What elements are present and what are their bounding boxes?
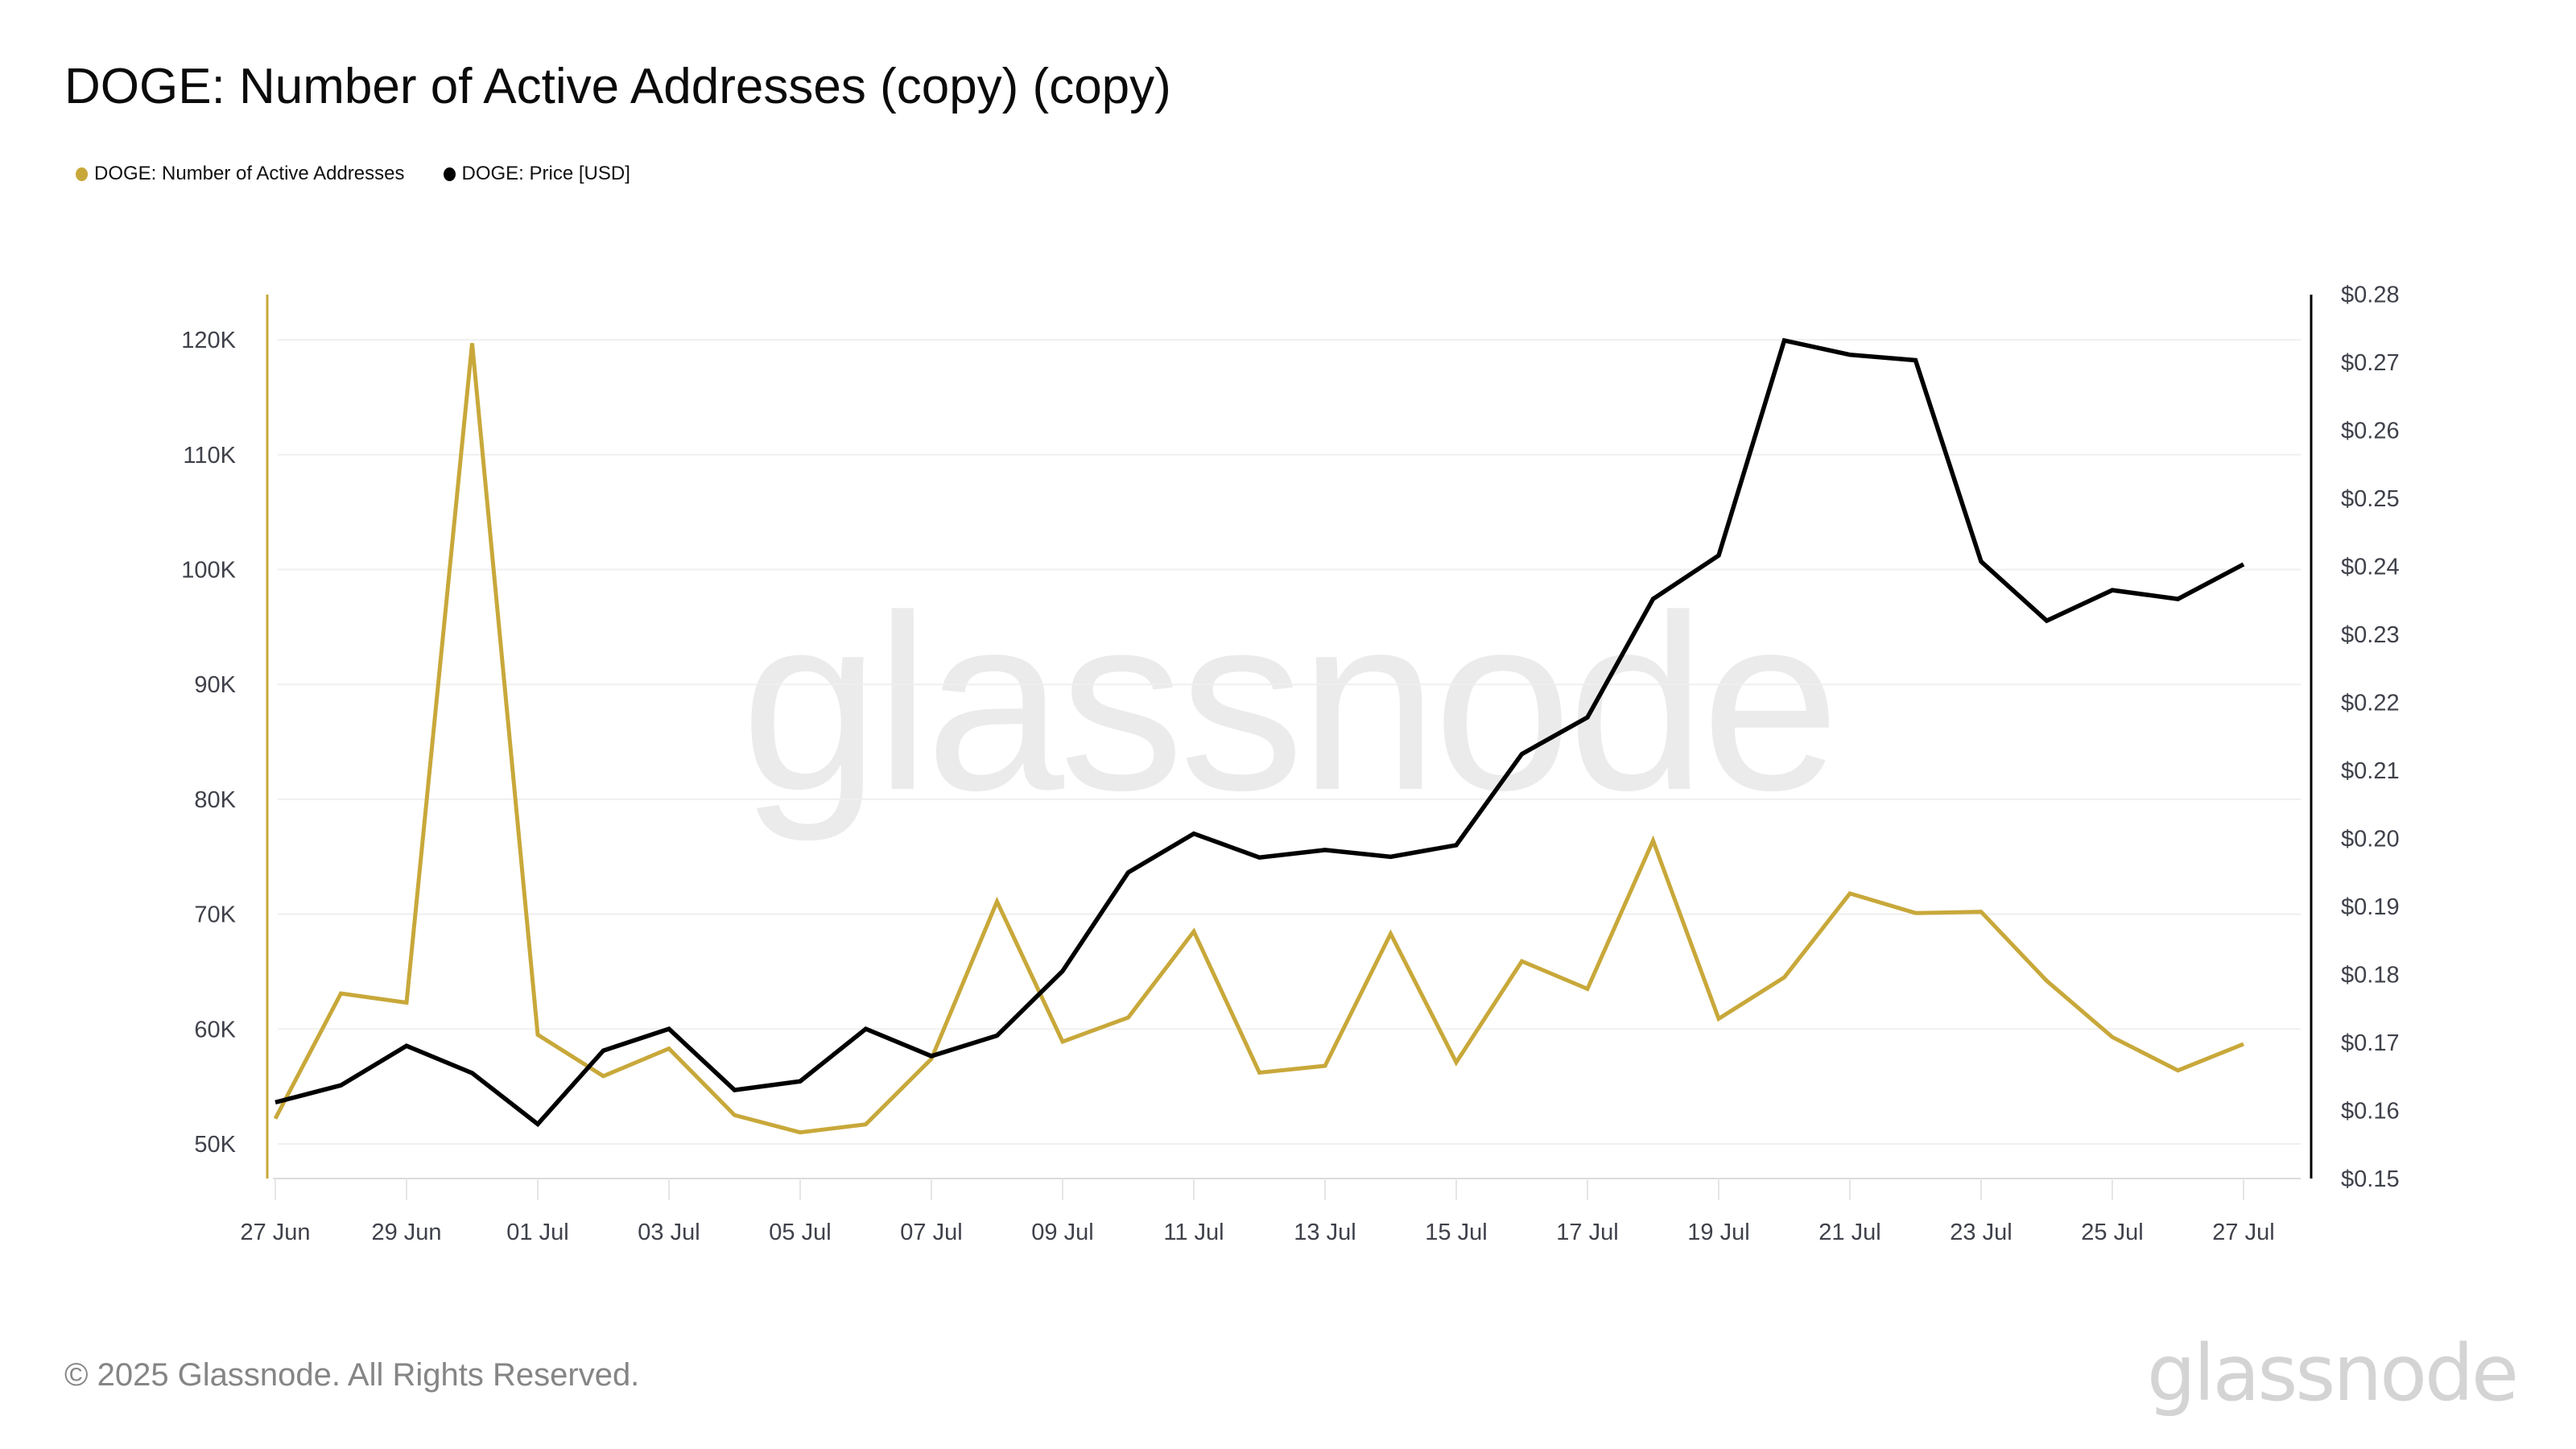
y-right-tick-label: $0.17: [2341, 1030, 2400, 1056]
y-left-tick-label: 50K: [194, 1132, 236, 1158]
glassnode-logo[interactable]: glassnode: [2146, 1328, 2519, 1418]
x-tick-label: 25 Jul: [2081, 1220, 2143, 1245]
copyright-text: © 2025 Glassnode. All Rights Reserved.: [64, 1357, 640, 1393]
y-right-tick-label: $0.20: [2341, 827, 2400, 852]
y-left-tick-label: 90K: [194, 672, 236, 698]
x-tick-label: 17 Jul: [1556, 1220, 1618, 1245]
legend-item-active-addresses[interactable]: DOGE: Number of Active Addresses: [76, 163, 405, 185]
price-line[interactable]: [275, 337, 2245, 1128]
y-right-tick-label: $0.23: [2341, 622, 2400, 648]
x-tick-label: 09 Jul: [1031, 1220, 1093, 1245]
x-tick-label: 13 Jul: [1294, 1220, 1356, 1245]
x-tick-label: 21 Jul: [1818, 1220, 1880, 1245]
y-right-tick-label: $0.21: [2341, 758, 2400, 784]
x-tick-label: 27 Jun: [240, 1220, 310, 1245]
x-tick-label: 27 Jul: [2212, 1220, 2274, 1245]
y-right-tick-label: $0.24: [2341, 555, 2400, 580]
watermark-text: glassnode: [741, 563, 1835, 844]
y-left-tick-label: 60K: [194, 1017, 236, 1042]
y-right-tick-label: $0.25: [2341, 486, 2400, 512]
x-tick-label: 01 Jul: [506, 1220, 568, 1245]
legend-item-price[interactable]: DOGE: Price [USD]: [443, 163, 630, 185]
y-right-tick-label: $0.28: [2341, 283, 2400, 308]
y-left-tick-label: 80K: [194, 787, 236, 813]
legend-label: DOGE: Price [USD]: [461, 163, 630, 184]
y-right-tick-label: $0.15: [2341, 1166, 2400, 1192]
y-left-tick-label: 110K: [183, 443, 236, 469]
chart-title: DOGE: Number of Active Addresses (copy) …: [64, 59, 1171, 114]
y-right-tick-label: $0.19: [2341, 894, 2400, 920]
legend-dot-icon: [76, 167, 88, 181]
x-tick-label: 11 Jul: [1163, 1220, 1224, 1245]
legend-label: DOGE: Number of Active Addresses: [94, 163, 405, 184]
glassnode-watermark: glassnode: [741, 563, 1839, 844]
active-addresses-line[interactable]: [273, 343, 2244, 1135]
y-right-tick-label: $0.16: [2341, 1099, 2400, 1125]
x-tick-label: 15 Jul: [1425, 1220, 1487, 1245]
y-right-tick-label: $0.27: [2341, 350, 2400, 376]
series-lines: [273, 337, 2245, 1135]
y-right-tick-label: $0.26: [2341, 419, 2400, 444]
y-left-tick-label: 120K: [181, 328, 236, 353]
y-right-tick-label: $0.22: [2341, 691, 2400, 716]
x-tick-label: 07 Jul: [900, 1220, 962, 1245]
x-tick-label: 05 Jul: [769, 1220, 831, 1245]
axes: 50K 60K 70K 80K 90K 100K 110K 120K $0.15 $0.16 $0.…: [181, 283, 2399, 1246]
gridlines: [278, 339, 2301, 1145]
y-right-tick-label: $0.18: [2341, 963, 2400, 989]
y-left-tick-label: 70K: [194, 902, 236, 928]
x-tick-label: 29 Jun: [371, 1220, 441, 1245]
x-tick-label: 19 Jul: [1687, 1220, 1749, 1245]
legend-dot-icon: [443, 167, 456, 181]
x-tick-label: 23 Jul: [1950, 1220, 2012, 1245]
y-left-tick-label: 100K: [181, 558, 236, 584]
chart-legend: DOGE: Number of Active Addresses DOGE: P…: [76, 163, 630, 185]
x-tick-label: 03 Jul: [638, 1220, 700, 1245]
